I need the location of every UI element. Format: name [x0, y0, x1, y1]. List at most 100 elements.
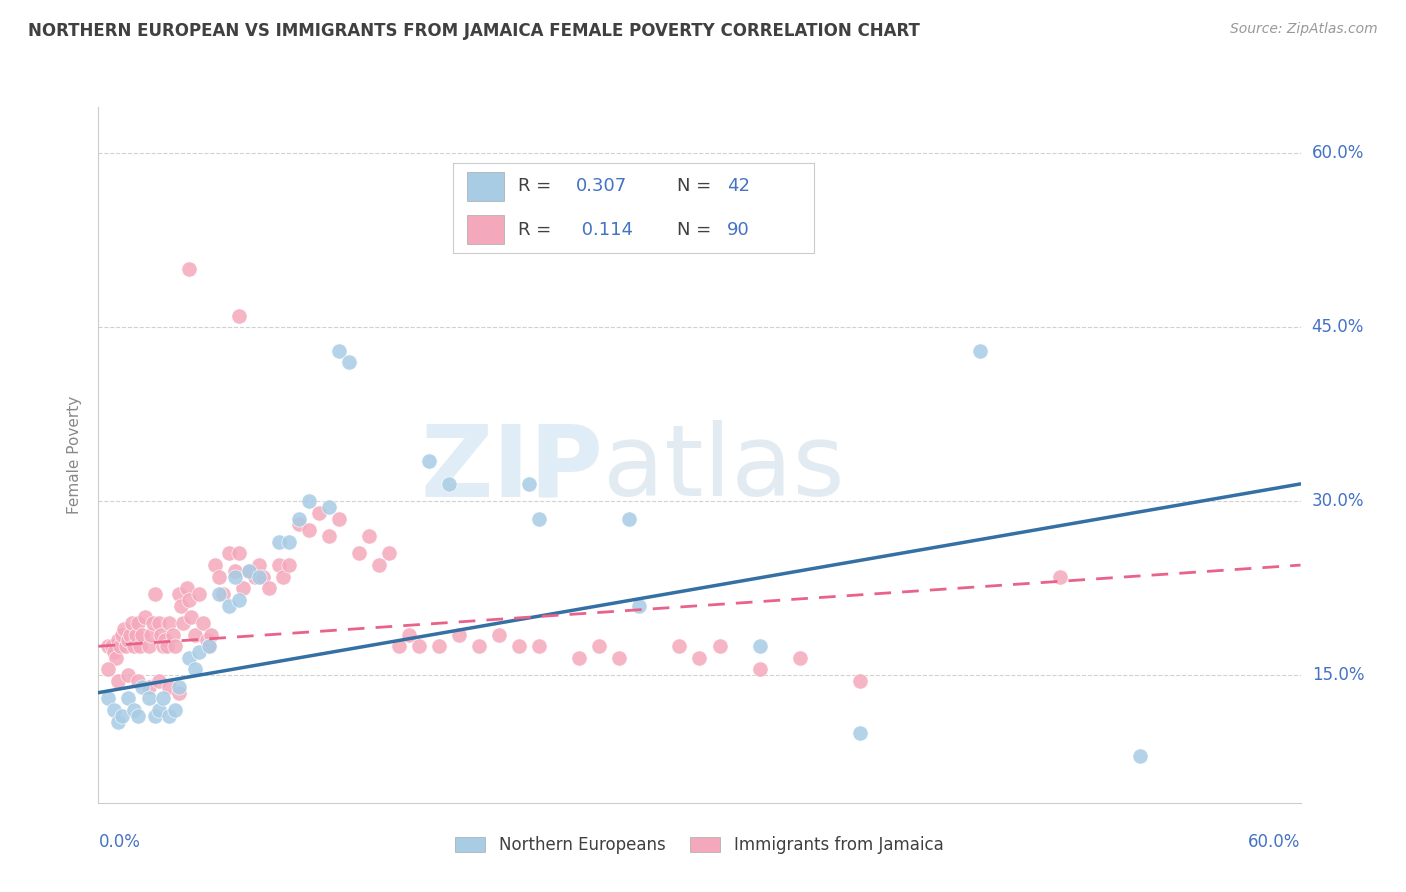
Text: 60.0%: 60.0%: [1249, 833, 1301, 851]
Immigrants from Jamaica: [152, 639, 174, 653]
Northern Europeans: [418, 453, 440, 467]
Immigrants from Jamaica: [101, 639, 124, 653]
Text: 0.0%: 0.0%: [98, 833, 141, 851]
Immigrants from Jamaica: [368, 558, 391, 573]
Immigrants from Jamaica: [197, 639, 219, 653]
Northern Europeans: [748, 639, 770, 653]
Immigrants from Jamaica: [228, 546, 250, 561]
Immigrants from Jamaica: [139, 628, 162, 642]
Northern Europeans: [849, 726, 872, 740]
Immigrants from Jamaica: [157, 680, 180, 694]
Immigrants from Jamaica: [103, 645, 125, 659]
Immigrants from Jamaica: [162, 628, 184, 642]
Immigrants from Jamaica: [149, 628, 172, 642]
Immigrants from Jamaica: [128, 674, 150, 689]
Immigrants from Jamaica: [529, 639, 551, 653]
Northern Europeans: [187, 645, 209, 659]
Immigrants from Jamaica: [204, 558, 226, 573]
Immigrants from Jamaica: [177, 262, 200, 277]
Northern Europeans: [247, 570, 270, 584]
Northern Europeans: [111, 708, 134, 723]
Northern Europeans: [529, 511, 551, 525]
Immigrants from Jamaica: [668, 639, 690, 653]
Immigrants from Jamaica: [97, 662, 120, 676]
Immigrants from Jamaica: [347, 546, 370, 561]
Immigrants from Jamaica: [427, 639, 450, 653]
Immigrants from Jamaica: [211, 587, 233, 601]
Immigrants from Jamaica: [200, 628, 222, 642]
Immigrants from Jamaica: [110, 639, 132, 653]
Northern Europeans: [517, 476, 540, 491]
Northern Europeans: [208, 587, 231, 601]
Immigrants from Jamaica: [252, 570, 274, 584]
Immigrants from Jamaica: [148, 615, 170, 630]
Immigrants from Jamaica: [153, 633, 176, 648]
Immigrants from Jamaica: [141, 615, 163, 630]
Immigrants from Jamaica: [398, 628, 420, 642]
Immigrants from Jamaica: [357, 529, 380, 543]
Immigrants from Jamaica: [748, 662, 770, 676]
Y-axis label: Female Poverty: Female Poverty: [67, 396, 83, 514]
Northern Europeans: [177, 651, 200, 665]
Immigrants from Jamaica: [271, 570, 294, 584]
Northern Europeans: [228, 592, 250, 607]
Immigrants from Jamaica: [111, 628, 134, 642]
Northern Europeans: [298, 494, 321, 508]
Immigrants from Jamaica: [120, 628, 142, 642]
Immigrants from Jamaica: [167, 685, 190, 699]
Immigrants from Jamaica: [167, 587, 190, 601]
Northern Europeans: [131, 680, 153, 694]
Immigrants from Jamaica: [328, 511, 350, 525]
Text: 30.0%: 30.0%: [1312, 492, 1364, 510]
Immigrants from Jamaica: [105, 651, 128, 665]
Northern Europeans: [328, 343, 350, 358]
Northern Europeans: [103, 703, 125, 717]
Northern Europeans: [318, 500, 340, 514]
Northern Europeans: [143, 708, 166, 723]
Immigrants from Jamaica: [177, 592, 200, 607]
Immigrants from Jamaica: [157, 615, 180, 630]
Immigrants from Jamaica: [176, 582, 198, 596]
Immigrants from Jamaica: [709, 639, 731, 653]
Northern Europeans: [288, 511, 311, 525]
Northern Europeans: [167, 680, 190, 694]
Immigrants from Jamaica: [148, 674, 170, 689]
Text: 45.0%: 45.0%: [1312, 318, 1364, 336]
Immigrants from Jamaica: [247, 558, 270, 573]
Immigrants from Jamaica: [468, 639, 491, 653]
Northern Europeans: [628, 599, 651, 613]
Immigrants from Jamaica: [117, 633, 139, 648]
Immigrants from Jamaica: [849, 674, 872, 689]
Northern Europeans: [218, 599, 240, 613]
Northern Europeans: [128, 708, 150, 723]
Immigrants from Jamaica: [277, 558, 299, 573]
Immigrants from Jamaica: [789, 651, 811, 665]
Text: atlas: atlas: [603, 420, 845, 517]
Legend: Northern Europeans, Immigrants from Jamaica: Northern Europeans, Immigrants from Jama…: [449, 830, 950, 861]
Text: Source: ZipAtlas.com: Source: ZipAtlas.com: [1230, 22, 1378, 37]
Northern Europeans: [183, 662, 205, 676]
Northern Europeans: [117, 691, 139, 706]
Immigrants from Jamaica: [187, 587, 209, 601]
Immigrants from Jamaica: [318, 529, 340, 543]
Immigrants from Jamaica: [238, 564, 260, 578]
Immigrants from Jamaica: [115, 639, 138, 653]
Immigrants from Jamaica: [308, 506, 330, 520]
Immigrants from Jamaica: [688, 651, 710, 665]
Immigrants from Jamaica: [172, 615, 194, 630]
Immigrants from Jamaica: [447, 628, 470, 642]
Text: ZIP: ZIP: [420, 420, 603, 517]
Northern Europeans: [224, 570, 246, 584]
Text: 15.0%: 15.0%: [1312, 666, 1364, 684]
Northern Europeans: [163, 703, 186, 717]
Immigrants from Jamaica: [208, 570, 231, 584]
Immigrants from Jamaica: [129, 639, 152, 653]
Immigrants from Jamaica: [298, 523, 321, 537]
Immigrants from Jamaica: [378, 546, 401, 561]
Northern Europeans: [1129, 749, 1152, 764]
Northern Europeans: [97, 691, 120, 706]
Immigrants from Jamaica: [224, 564, 246, 578]
Immigrants from Jamaica: [125, 628, 148, 642]
Immigrants from Jamaica: [568, 651, 591, 665]
Immigrants from Jamaica: [163, 639, 186, 653]
